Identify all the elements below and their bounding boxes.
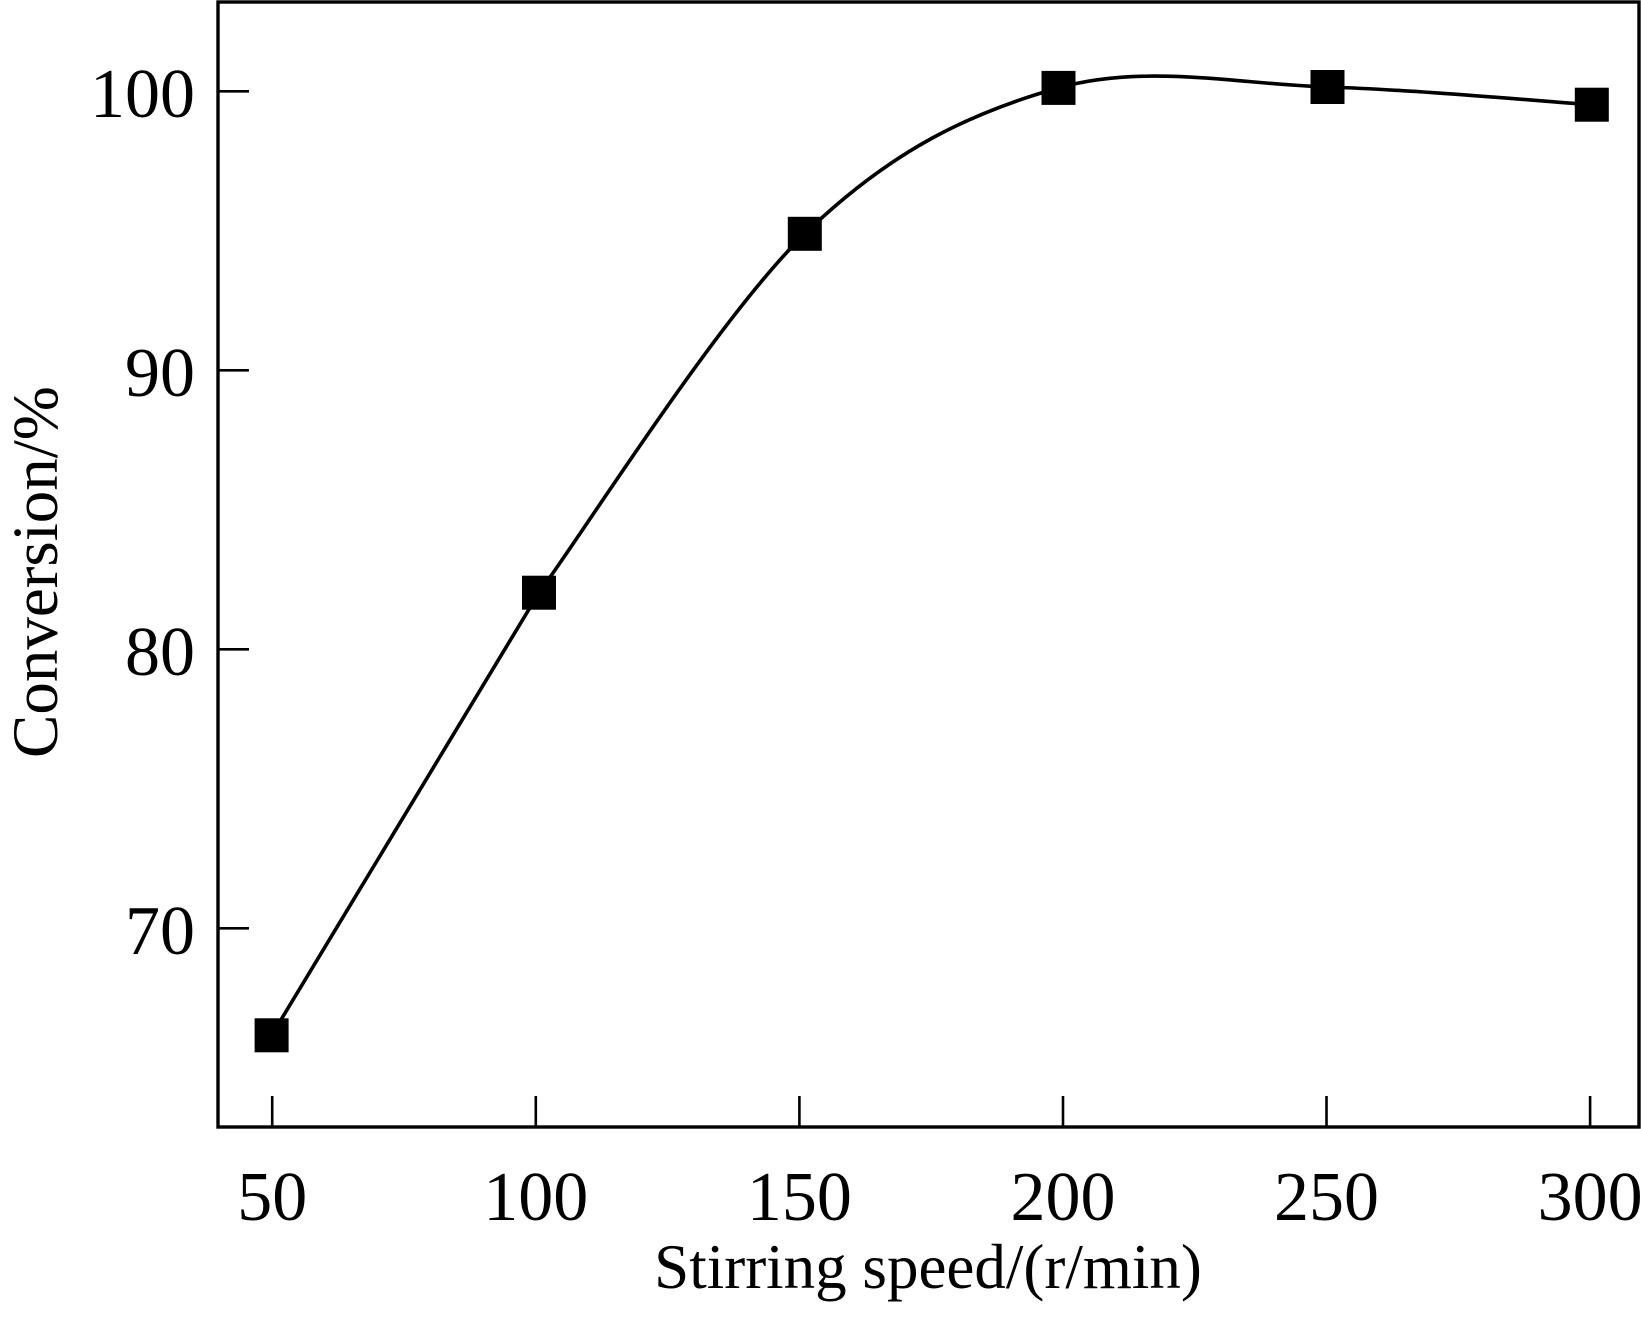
svg-text:50: 50 [237,1159,307,1236]
svg-text:Stirring speed/(r/min): Stirring speed/(r/min) [654,1232,1202,1302]
svg-text:100: 100 [483,1159,588,1236]
svg-text:Conversion/%: Conversion/% [0,386,72,758]
svg-text:300: 300 [1538,1159,1641,1236]
svg-text:90: 90 [125,335,195,412]
svg-text:100: 100 [90,56,195,133]
svg-text:150: 150 [747,1159,852,1236]
svg-text:70: 70 [125,893,195,970]
svg-text:250: 250 [1274,1159,1379,1236]
svg-text:200: 200 [1011,1159,1116,1236]
svg-text:80: 80 [125,614,195,691]
